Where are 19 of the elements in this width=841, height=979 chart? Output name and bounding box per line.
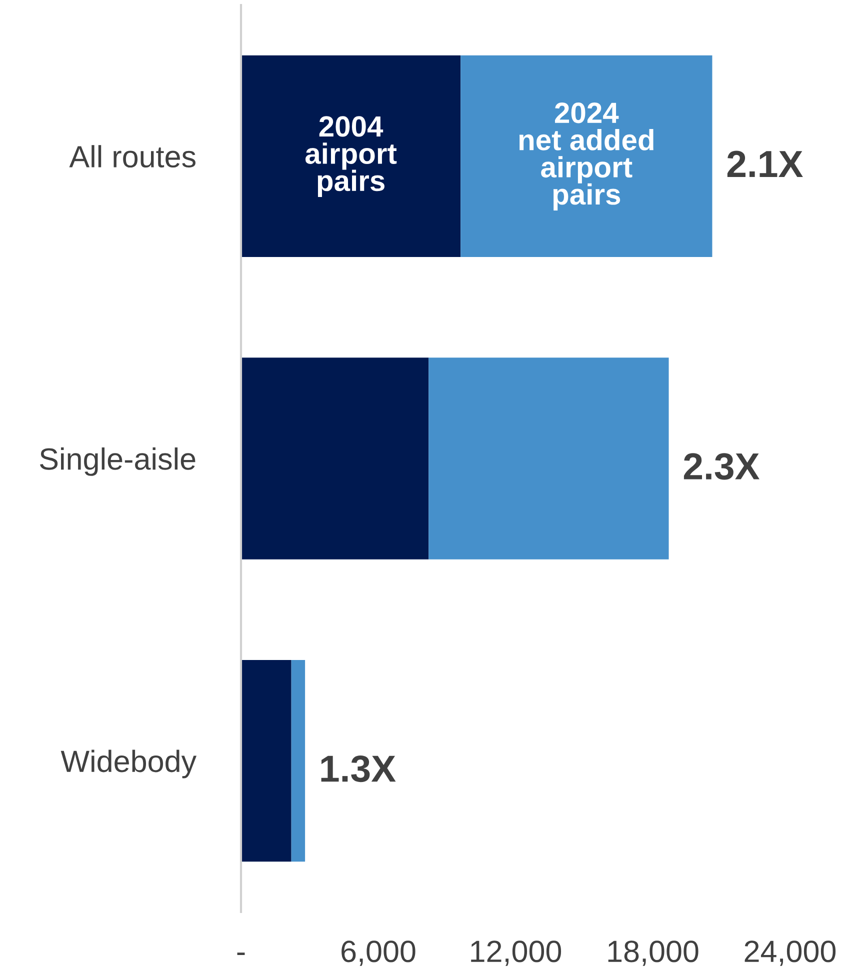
annotation: 2.3X	[684, 453, 760, 480]
bar	[241, 660, 292, 862]
y-tick-label: All routes	[69, 145, 196, 168]
x-tick-label: 24,000	[744, 940, 836, 966]
bar	[460, 55, 712, 257]
series-label: 2004 airport pairs	[305, 116, 397, 197]
bar	[241, 55, 461, 257]
x-tick-label: -	[237, 952, 245, 955]
y-tick-label: Single-aisle	[40, 447, 196, 476]
y-tick-label: Widebody	[60, 750, 197, 778]
series-label: 2024 net added airport pairs	[519, 102, 654, 211]
bar	[291, 660, 306, 862]
bar	[241, 358, 429, 560]
bar	[428, 358, 669, 560]
x-tick-label: 6,000	[342, 940, 416, 966]
annotation: 1.3X	[321, 755, 396, 782]
annotation: 2.1X	[727, 150, 803, 177]
x-tick-label: 12,000	[471, 940, 562, 966]
x-tick-label: 18,000	[608, 940, 698, 966]
